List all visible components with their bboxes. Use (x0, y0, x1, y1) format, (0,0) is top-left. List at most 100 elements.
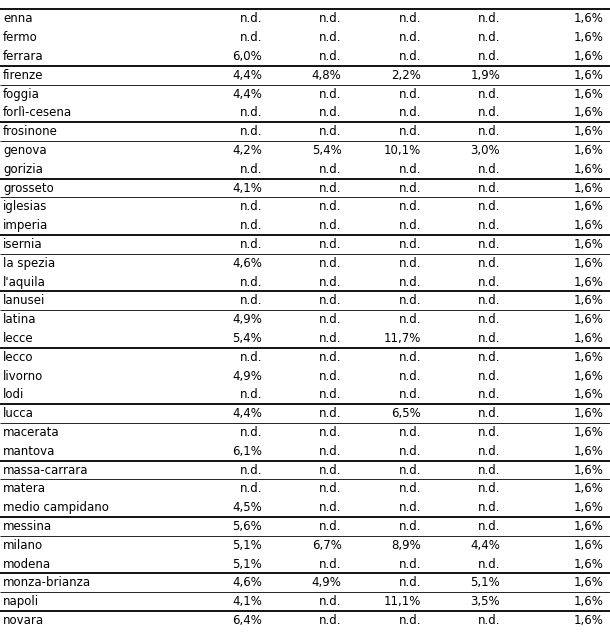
Text: n.d.: n.d. (240, 201, 262, 213)
Text: n.d.: n.d. (319, 294, 342, 308)
Text: macerata: macerata (3, 426, 60, 439)
Text: 1,6%: 1,6% (574, 219, 604, 232)
Text: n.d.: n.d. (478, 558, 500, 570)
Text: 5,4%: 5,4% (312, 144, 342, 157)
Text: 6,5%: 6,5% (391, 407, 421, 420)
Text: 1,6%: 1,6% (574, 426, 604, 439)
Text: isernia: isernia (3, 238, 43, 251)
Text: n.d.: n.d. (398, 313, 421, 326)
Text: n.d.: n.d. (319, 257, 342, 270)
Text: n.d.: n.d. (478, 389, 500, 401)
Text: 1,6%: 1,6% (574, 275, 604, 289)
Text: n.d.: n.d. (319, 125, 342, 138)
Text: n.d.: n.d. (398, 614, 421, 627)
Text: 4,9%: 4,9% (232, 313, 262, 326)
Text: n.d.: n.d. (398, 445, 421, 458)
Text: n.d.: n.d. (398, 576, 421, 589)
Text: gorizia: gorizia (3, 163, 43, 176)
Text: l'aquila: l'aquila (3, 275, 46, 289)
Text: n.d.: n.d. (478, 482, 500, 496)
Text: 4,6%: 4,6% (232, 576, 262, 589)
Text: 1,6%: 1,6% (574, 445, 604, 458)
Text: 2,2%: 2,2% (391, 69, 421, 82)
Text: n.d.: n.d. (478, 238, 500, 251)
Text: n.d.: n.d. (319, 332, 342, 345)
Text: n.d.: n.d. (478, 125, 500, 138)
Text: n.d.: n.d. (240, 125, 262, 138)
Text: n.d.: n.d. (319, 407, 342, 420)
Text: lanusei: lanusei (3, 294, 45, 308)
Text: 1,6%: 1,6% (574, 576, 604, 589)
Text: n.d.: n.d. (398, 106, 421, 120)
Text: n.d.: n.d. (240, 351, 262, 364)
Text: genova: genova (3, 144, 47, 157)
Text: n.d.: n.d. (240, 238, 262, 251)
Text: n.d.: n.d. (398, 370, 421, 382)
Text: 1,6%: 1,6% (574, 50, 604, 63)
Text: n.d.: n.d. (240, 463, 262, 477)
Text: n.d.: n.d. (398, 219, 421, 232)
Text: n.d.: n.d. (319, 163, 342, 176)
Text: 1,6%: 1,6% (574, 389, 604, 401)
Text: n.d.: n.d. (398, 351, 421, 364)
Text: lodi: lodi (3, 389, 24, 401)
Text: 1,6%: 1,6% (574, 163, 604, 176)
Text: n.d.: n.d. (319, 313, 342, 326)
Text: 1,6%: 1,6% (574, 87, 604, 101)
Text: fermo: fermo (3, 31, 38, 44)
Text: n.d.: n.d. (240, 426, 262, 439)
Text: massa-carrara: massa-carrara (3, 463, 88, 477)
Text: iglesias: iglesias (3, 201, 48, 213)
Text: n.d.: n.d. (398, 389, 421, 401)
Text: n.d.: n.d. (398, 125, 421, 138)
Text: n.d.: n.d. (319, 426, 342, 439)
Text: messina: messina (3, 520, 52, 533)
Text: 5,1%: 5,1% (232, 558, 262, 570)
Text: 1,6%: 1,6% (574, 257, 604, 270)
Text: 1,6%: 1,6% (574, 182, 604, 194)
Text: 4,1%: 4,1% (232, 182, 262, 194)
Text: 1,6%: 1,6% (574, 238, 604, 251)
Text: 11,7%: 11,7% (384, 332, 421, 345)
Text: la spezia: la spezia (3, 257, 55, 270)
Text: 1,6%: 1,6% (574, 294, 604, 308)
Text: n.d.: n.d. (478, 182, 500, 194)
Text: n.d.: n.d. (319, 463, 342, 477)
Text: enna: enna (3, 13, 32, 25)
Text: n.d.: n.d. (478, 463, 500, 477)
Text: n.d.: n.d. (478, 520, 500, 533)
Text: 1,6%: 1,6% (574, 332, 604, 345)
Text: monza-brianza: monza-brianza (3, 576, 91, 589)
Text: n.d.: n.d. (398, 520, 421, 533)
Text: milano: milano (3, 539, 43, 552)
Text: n.d.: n.d. (478, 445, 500, 458)
Text: 1,6%: 1,6% (574, 614, 604, 627)
Text: 4,6%: 4,6% (232, 257, 262, 270)
Text: n.d.: n.d. (478, 351, 500, 364)
Text: n.d.: n.d. (478, 370, 500, 382)
Text: n.d.: n.d. (478, 201, 500, 213)
Text: napoli: napoli (3, 595, 39, 608)
Text: 4,4%: 4,4% (232, 87, 262, 101)
Text: 4,1%: 4,1% (232, 595, 262, 608)
Text: 4,2%: 4,2% (232, 144, 262, 157)
Text: foggia: foggia (3, 87, 40, 101)
Text: n.d.: n.d. (319, 370, 342, 382)
Text: 4,8%: 4,8% (312, 69, 342, 82)
Text: n.d.: n.d. (319, 31, 342, 44)
Text: n.d.: n.d. (319, 445, 342, 458)
Text: 4,4%: 4,4% (232, 407, 262, 420)
Text: 1,6%: 1,6% (574, 407, 604, 420)
Text: n.d.: n.d. (398, 501, 421, 514)
Text: n.d.: n.d. (478, 163, 500, 176)
Text: n.d.: n.d. (240, 294, 262, 308)
Text: 1,6%: 1,6% (574, 501, 604, 514)
Text: n.d.: n.d. (478, 50, 500, 63)
Text: n.d.: n.d. (319, 87, 342, 101)
Text: n.d.: n.d. (240, 275, 262, 289)
Text: n.d.: n.d. (240, 13, 262, 25)
Text: 11,1%: 11,1% (384, 595, 421, 608)
Text: 5,4%: 5,4% (232, 332, 262, 345)
Text: n.d.: n.d. (398, 31, 421, 44)
Text: n.d.: n.d. (319, 351, 342, 364)
